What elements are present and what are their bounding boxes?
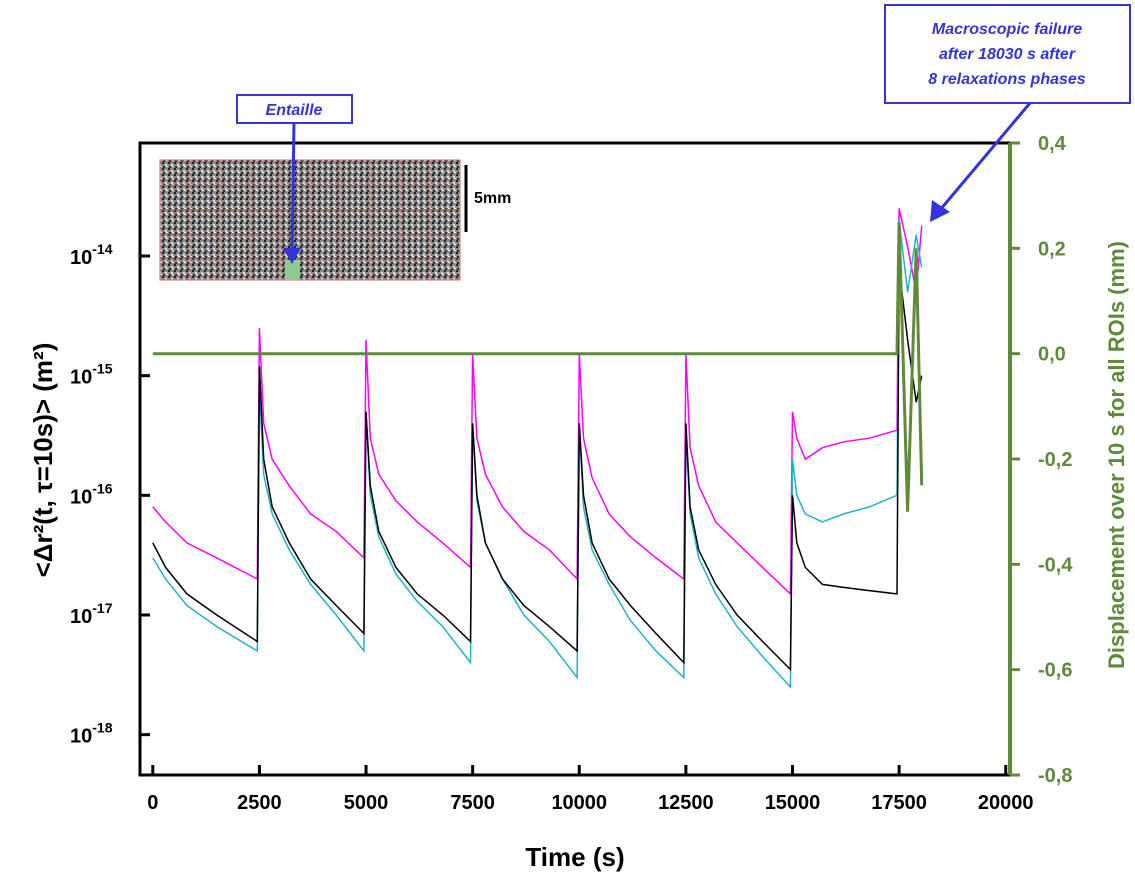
tick-exponent: -14	[92, 241, 112, 257]
y2-axis-label: Displacement over 10 s for all ROIs (mm)	[1104, 241, 1129, 669]
arrowhead	[283, 248, 301, 264]
y-tick-label: 10-18	[70, 720, 113, 748]
annotation-box	[236, 94, 353, 124]
x-axis-label: Time (s)	[525, 842, 624, 872]
series-line	[152, 267, 923, 672]
x-tick-label: 12500	[658, 792, 714, 814]
tick-base: 10	[70, 606, 92, 628]
y2-tick-label: 0,0	[1038, 344, 1066, 366]
tick-base: 10	[70, 247, 92, 269]
annotation: Entaille	[266, 102, 323, 119]
x-tick-label: 17500	[871, 792, 927, 814]
tick-base: 10	[70, 367, 92, 389]
annotation-box	[884, 4, 1131, 104]
scale-label: 5mm	[474, 190, 511, 207]
arrow	[290, 122, 296, 256]
y2-tick-label: -0,4	[1038, 554, 1073, 576]
series-line	[152, 219, 923, 689]
annotation: Macroscopic failure after 18030 s after 8 …	[928, 21, 1086, 88]
x-tick-label: 20000	[978, 792, 1034, 814]
y-tick-label: 10-17	[70, 600, 113, 628]
arrow	[938, 102, 1032, 211]
tick-exponent: -17	[92, 600, 112, 616]
tick-exponent: -16	[92, 480, 112, 496]
x-tick-label: 10000	[551, 792, 607, 814]
x-tick-label: 0	[147, 792, 158, 814]
x-tick-label: 5000	[344, 792, 389, 814]
plot-area	[152, 208, 924, 689]
tick-exponent: -18	[92, 720, 112, 736]
x-tick-label: 2500	[237, 792, 282, 814]
series-line	[152, 221, 924, 512]
y-axis-label: <Δr²(t, τ=10s)> (m²)	[28, 343, 58, 578]
tick-base: 10	[70, 486, 92, 508]
tick-base: 10	[70, 726, 92, 748]
x-tick-label: 15000	[765, 792, 821, 814]
y2-tick-label: -0,2	[1038, 449, 1072, 471]
y-tick-label: 10-16	[70, 480, 113, 508]
y2-tick-label: -0,6	[1038, 660, 1072, 682]
y2-tick-label: -0,8	[1038, 765, 1072, 787]
inset: 5mm	[159, 159, 511, 281]
x-tick-label: 7500	[450, 792, 495, 814]
y2-tick-label: 0,4	[1038, 133, 1067, 155]
arrowhead	[930, 200, 950, 222]
tick-exponent: -15	[92, 361, 112, 377]
inset-grid	[160, 160, 460, 280]
y-tick-label: 10-14	[70, 241, 113, 269]
notch	[285, 260, 300, 280]
y-tick-label: 10-15	[70, 361, 113, 389]
y2-tick-label: 0,2	[1038, 238, 1066, 260]
